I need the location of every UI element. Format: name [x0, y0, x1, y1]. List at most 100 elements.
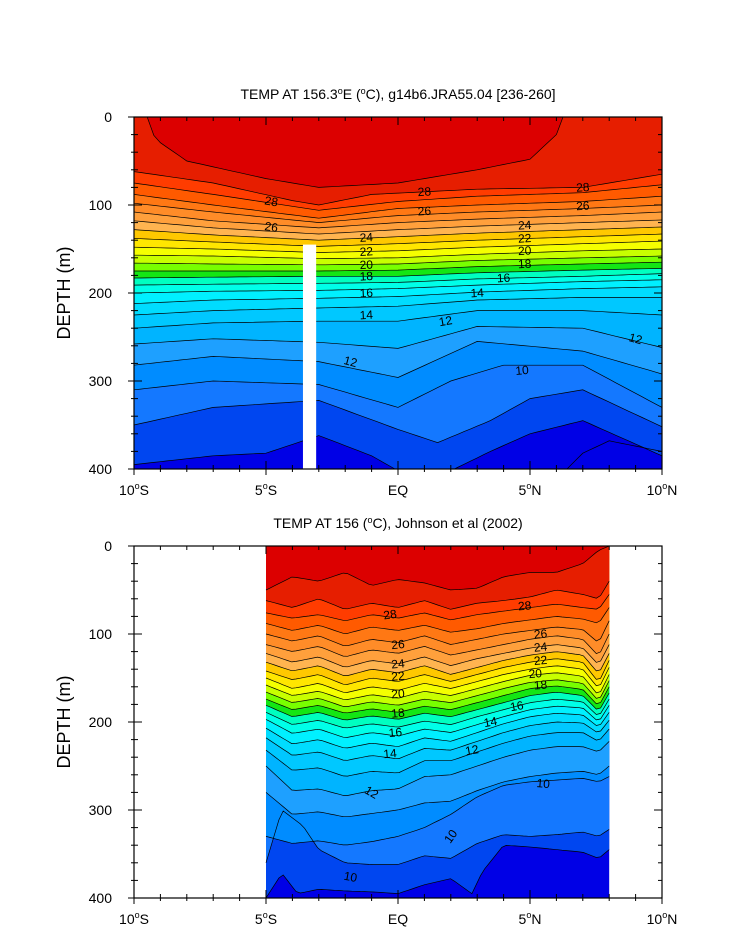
contour-29.5: [265, 546, 610, 591]
contour-11: [134, 341, 662, 378]
y-tick-label: 400: [89, 461, 113, 477]
contour-14: [265, 719, 610, 761]
x-tick-label: 5oN: [519, 481, 542, 498]
contour-20: [265, 679, 610, 707]
contour-label: 16: [388, 725, 403, 740]
contour-27: [265, 620, 610, 647]
contour-28: [134, 194, 662, 219]
contour-label: 14: [470, 286, 484, 301]
contour-27: [134, 202, 662, 223]
contour-9: [265, 810, 610, 865]
contour-19: [265, 685, 610, 714]
contour-label: 28: [263, 193, 279, 209]
contour-17: [265, 698, 610, 729]
contour-label: 16: [359, 286, 373, 301]
contour-label: 22: [518, 231, 532, 246]
y-tick-label: 0: [104, 538, 112, 554]
contour-20: [134, 255, 662, 266]
contour-label: 24: [359, 230, 373, 245]
y-tick-label: 100: [89, 626, 113, 642]
contour-label: 16: [509, 698, 525, 714]
contour-14: [134, 297, 662, 316]
contour-label: 26: [391, 637, 406, 652]
contour-8: [134, 420, 662, 469]
contour-28: [265, 607, 610, 634]
contour-28.5: [134, 182, 662, 211]
contour-22: [265, 665, 610, 693]
band-29.5: [266, 546, 610, 590]
contour-label: 12: [342, 353, 359, 370]
contour-label: 10: [536, 776, 551, 791]
contour-15: [265, 712, 610, 749]
contour-label: 14: [359, 308, 373, 323]
contour-label: 24: [533, 640, 548, 655]
x-tick-label: 10oS: [119, 910, 149, 927]
x-tick-label: EQ: [388, 482, 408, 498]
contour-23: [134, 233, 662, 247]
panel-2: 2828262422201816141226242220181614121010…: [54, 515, 678, 927]
band-29.5: [134, 117, 662, 188]
contour-8: [265, 845, 610, 898]
contour-24: [265, 651, 610, 676]
x-tick-label: EQ: [388, 911, 408, 927]
contour-29: [134, 171, 662, 206]
contour-12: [134, 326, 662, 349]
y-tick-label: 400: [89, 890, 113, 906]
data-gap: [302, 244, 317, 469]
contour-7: [566, 440, 662, 469]
x-tick-label: 5oN: [519, 910, 542, 927]
contour-label: 14: [383, 746, 398, 761]
contour-29: [265, 581, 610, 610]
contour-label: 20: [359, 257, 373, 272]
contour-17: [134, 273, 662, 286]
contour-18: [265, 691, 610, 721]
contour-19: [134, 261, 662, 272]
y-tick-label: 300: [89, 802, 113, 818]
contour-13: [134, 310, 662, 329]
contour-10: [265, 776, 610, 846]
contour-label: 18: [518, 257, 532, 272]
contour-label: 26: [264, 219, 279, 235]
contour-label: 28: [517, 598, 532, 613]
panel-1: 2826282628262422201816142422201816141212…: [54, 86, 677, 498]
contour-label: 24: [518, 218, 532, 233]
y-axis-label: DEPTH (m): [54, 676, 74, 769]
contour-label: 10: [343, 869, 359, 885]
panel-title: TEMP AT 156 (oC), Johnson et al (2002): [273, 515, 522, 531]
contour-label: 20: [528, 666, 543, 681]
x-tick-label: 5oS: [255, 910, 277, 927]
contour-24: [134, 226, 662, 241]
contour-label: 22: [391, 669, 406, 684]
contour-label: 18: [533, 677, 548, 692]
contour-label: 12: [464, 742, 480, 758]
contour-label: 26: [417, 204, 431, 219]
contour-16: [265, 705, 610, 738]
contour-label: 12: [627, 330, 644, 347]
y-tick-label: 200: [89, 285, 113, 301]
contour-label: 28: [576, 180, 590, 195]
contour-label: 20: [518, 243, 532, 258]
contour-label: 12: [438, 313, 454, 329]
contour-label: 12: [362, 783, 381, 802]
plot-area: 2828262422201816141226242220181614121010…: [265, 546, 610, 898]
y-tick-label: 200: [89, 714, 113, 730]
contour-18: [134, 268, 662, 279]
contour-9: [134, 389, 662, 443]
y-tick-label: 0: [104, 109, 112, 125]
contour-label: 28: [417, 184, 431, 199]
contour-25: [265, 644, 610, 668]
panel-title: TEMP AT 156.3oE (oC), g14b6.JRA55.04 [23…: [240, 86, 555, 102]
contour-21: [134, 248, 662, 260]
contour-28.5: [265, 594, 610, 621]
contour-10: [134, 364, 662, 408]
contour-25: [134, 219, 662, 235]
y-axis-label: DEPTH (m): [54, 247, 74, 340]
contour-22: [134, 240, 662, 253]
contour-16: [134, 279, 662, 294]
x-tick-label: 10oN: [647, 910, 678, 927]
contour-label: 10: [515, 363, 530, 378]
contour-label: 22: [359, 244, 373, 259]
contour-label: 24: [391, 656, 406, 671]
contour-label: 16: [497, 271, 511, 286]
y-tick-label: 100: [89, 197, 113, 213]
